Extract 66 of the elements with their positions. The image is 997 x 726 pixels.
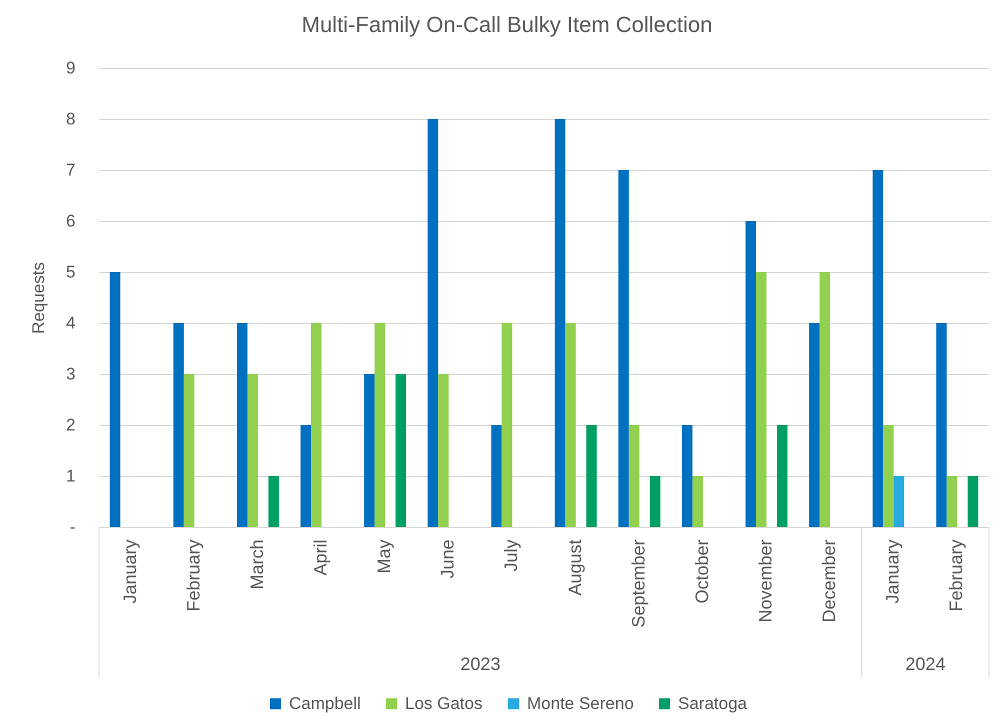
bar [692,476,703,527]
bar [110,272,120,527]
text: 2024 [905,654,946,674]
bar [946,476,958,527]
y-tick-label: 5 [66,262,76,282]
x-tick-label: April [310,540,330,576]
bar [883,425,894,527]
bar [650,476,660,527]
legend-label: Campbell [289,694,361,713]
bar [618,170,629,527]
y-tick-label: 2 [66,416,76,434]
bar [936,323,947,527]
bar [968,476,978,527]
bar [776,425,788,527]
y-tick-label: 6 [66,212,76,230]
bar [173,323,184,527]
bar [820,272,830,527]
legend-label: Saratoga [678,694,748,713]
bar [502,323,512,527]
y-tick-label: 9 [66,58,76,78]
chart-title: Multi-Family On-Call Bulky Item Collection [302,12,712,37]
bar [872,170,884,527]
text: 2023 [460,654,500,674]
bar [894,476,904,527]
bar [746,221,756,527]
y-axis-title: Requests [29,262,48,334]
x-tick-label: July [501,540,522,572]
bar [682,425,692,527]
y-tick-label: 4 [66,314,76,332]
bar [756,272,766,527]
x-tick-label: June [438,540,458,579]
y-tick-label: 3 [66,364,76,384]
legend-label: Los Gatos [405,694,482,713]
bar [438,374,449,527]
y-tick-label: - [70,518,76,536]
y-tick-label: 7 [66,160,76,180]
x-tick-label: August [564,540,585,596]
x-tick-label: October [692,539,712,604]
bar [247,374,258,527]
x-tick-label: September [628,540,648,628]
x-tick-label: January [882,540,903,604]
x-tick-label: January [120,540,140,604]
bar [628,425,640,527]
bar [396,374,406,527]
x-tick-label: February [946,540,966,612]
bar [809,323,820,527]
y-tick-label: 8 [66,110,76,128]
bar [491,425,502,527]
x-tick-label: November [756,539,776,623]
bar [300,425,312,527]
bar [268,476,279,527]
bar [554,119,566,527]
y-tick-label: 1 [66,466,76,486]
x-tick-label: February [183,540,204,612]
bar [428,119,438,527]
x-tick-label: March [246,540,267,590]
bar [374,323,386,527]
bar [586,425,597,527]
bar [184,374,194,527]
bar [565,323,576,527]
x-tick-label: May [374,540,394,574]
bar [311,323,322,527]
bar [364,374,375,527]
bar [236,323,248,527]
x-tick-label: December [819,539,840,623]
legend-label: Monte Sereno [527,694,634,713]
